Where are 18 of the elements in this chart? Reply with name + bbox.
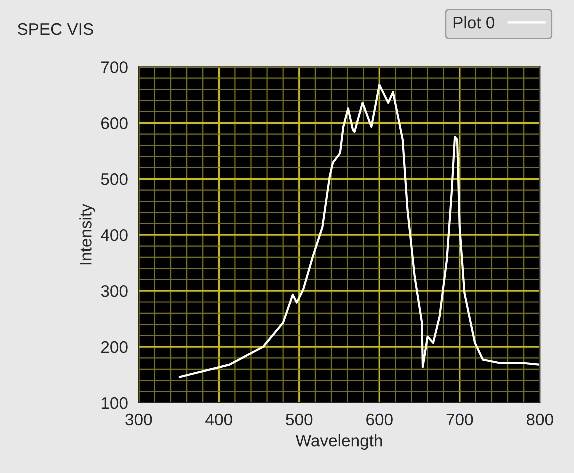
legend-label: Plot 0 — [454, 16, 495, 29]
line-series — [178, 84, 540, 378]
x-tick-label: 600 — [366, 414, 393, 426]
y-axis-title: Intensity — [80, 204, 96, 265]
x-tick-label: 300 — [126, 414, 152, 426]
y-tick-label: 100 — [102, 397, 128, 410]
x-tick-label: 500 — [286, 414, 313, 426]
x-tick-label: 700 — [446, 414, 474, 426]
y-tick-label: 300 — [101, 285, 128, 298]
y-tick-label: 400 — [101, 229, 128, 242]
x-axis-title: Wavelength — [296, 434, 382, 450]
y-tick-label: 500 — [101, 174, 128, 186]
chart-title: SPEC VIS — [18, 23, 94, 36]
y-tick-label: 600 — [102, 118, 128, 130]
x-tick-label: 800 — [526, 414, 554, 426]
y-tick-label: 700 — [102, 62, 128, 74]
x-tick-label: 400 — [206, 414, 232, 426]
y-tick-label: 200 — [102, 341, 128, 354]
